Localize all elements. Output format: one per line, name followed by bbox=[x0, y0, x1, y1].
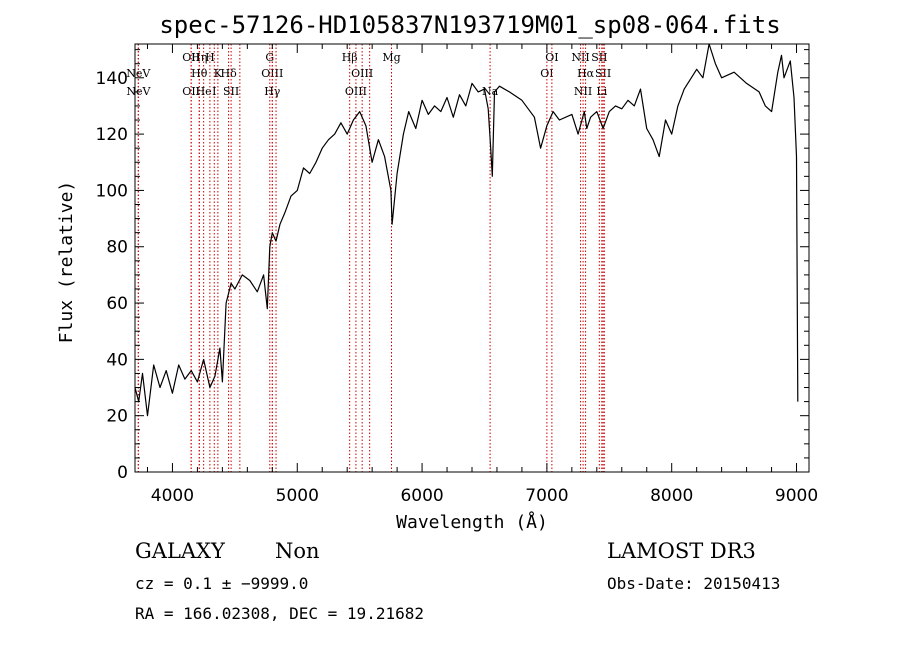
spectral-line-label: SII bbox=[595, 67, 611, 80]
spectral-line-label: NII bbox=[574, 85, 592, 98]
spectral-line-label: NII bbox=[571, 51, 589, 64]
obs-date-text: Obs-Date: 20150413 bbox=[607, 574, 780, 593]
x-tick-label: 5000 bbox=[276, 486, 319, 506]
spectral-line-label: G bbox=[265, 51, 274, 64]
plot-frame bbox=[134, 43, 810, 473]
spectral-line-label: SII bbox=[223, 85, 239, 98]
y-tick-label: 40 bbox=[106, 350, 128, 370]
axis-ticks: 4000 5000 6000 7000 8000 9000 0 20 40 60 80 100 120 1… bbox=[96, 44, 818, 506]
spectral-line-label: Hη bbox=[191, 51, 207, 64]
spectral-line-label: Hα bbox=[577, 67, 595, 80]
spectrum-line bbox=[134, 43, 799, 417]
object-subclass: Non bbox=[275, 539, 320, 563]
spectral-line-markers: NeVNeVOIIOIIHηHθHeHIKHδSIIGOIIIHγHβOIIIO… bbox=[126, 44, 611, 472]
spectral-line-label: SII bbox=[591, 51, 607, 64]
spectral-line-label: OI bbox=[545, 51, 558, 64]
x-tick-label: 6000 bbox=[400, 486, 443, 506]
spectral-line-label: Hγ bbox=[264, 85, 281, 98]
spectral-line-label: OIII bbox=[351, 67, 373, 80]
spectral-line-label: Hδ bbox=[221, 67, 238, 80]
spectral-line-label: Li bbox=[596, 85, 607, 98]
spectral-line-label: H bbox=[205, 51, 215, 64]
y-tick-label: 140 bbox=[96, 69, 128, 89]
spectral-line-label: OII bbox=[182, 51, 200, 64]
coordinates-text: RA = 166.02308, DEC = 19.21682 bbox=[135, 604, 424, 623]
x-tick-label: 4000 bbox=[151, 486, 194, 506]
spectral-line-label: He bbox=[196, 85, 212, 98]
spectral-line-label: Mg bbox=[382, 51, 400, 64]
x-axis-label: Wavelength (Å) bbox=[396, 511, 548, 533]
spectral-line-label: OIII bbox=[345, 85, 367, 98]
spectrum-series bbox=[134, 43, 799, 417]
y-tick-label: 120 bbox=[96, 125, 128, 145]
y-tick-label: 80 bbox=[106, 238, 128, 258]
chart-title: spec-57126-HD105837N193719M01_sp08-064.f… bbox=[159, 11, 780, 39]
y-tick-label: 60 bbox=[106, 294, 128, 314]
spectral-line-label: K bbox=[214, 67, 223, 80]
x-tick-label: 7000 bbox=[525, 486, 568, 506]
y-axis-label: Flux (relative) bbox=[56, 181, 77, 344]
spectral-line-label: Hθ bbox=[191, 67, 208, 80]
spectral-line-label: OI bbox=[540, 67, 553, 80]
y-tick-label: 20 bbox=[106, 407, 128, 427]
survey-name: LAMOST DR3 bbox=[607, 539, 756, 563]
x-tick-label: 9000 bbox=[775, 486, 818, 506]
spectral-line-label: Hβ bbox=[342, 51, 358, 64]
spectral-line-label: OII bbox=[182, 85, 200, 98]
redshift-text: cz = 0.1 ± −9999.0 bbox=[135, 574, 308, 593]
spectral-line-label: I bbox=[212, 85, 216, 98]
object-class: GALAXY bbox=[135, 539, 226, 563]
y-tick-label: 0 bbox=[117, 463, 128, 483]
y-tick-label: 100 bbox=[96, 181, 128, 201]
x-tick-label: 8000 bbox=[650, 486, 693, 506]
